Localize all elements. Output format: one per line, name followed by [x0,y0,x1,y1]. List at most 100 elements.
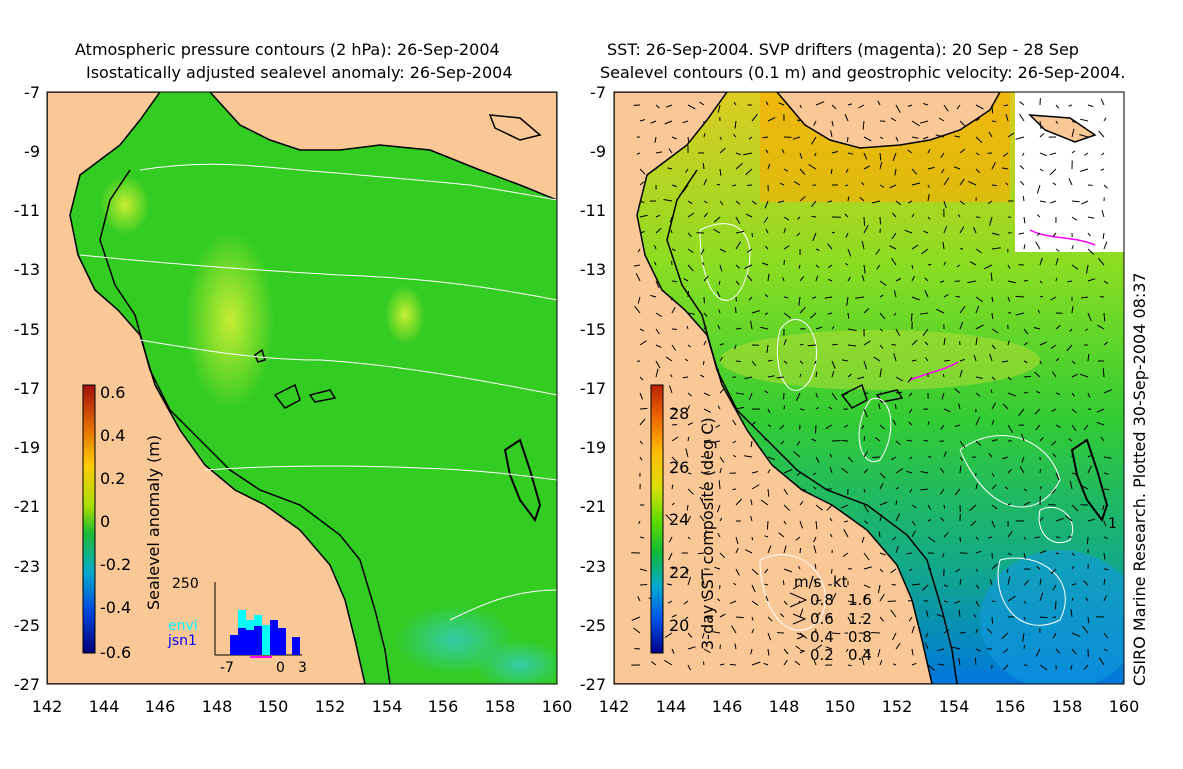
velocity-arrow [975,628,978,634]
velocity-arrow [764,535,769,538]
velocity-arrow [879,616,885,622]
velocity-arrow [663,199,673,202]
velocity-arrow [907,200,913,204]
velocity-arrow [815,612,821,618]
velocity-arrow [831,568,833,574]
velocity-arrow [1101,152,1105,156]
velocity-arrow [1039,516,1044,522]
velocity-arrow [878,403,881,410]
velocity-arrow [732,454,737,458]
velocity-arrow [943,584,949,588]
velocity-arrow [828,278,833,282]
velocity-arrow [760,499,769,506]
velocity-arrow [717,532,721,538]
velocity-arrow [735,280,740,286]
velocity-legend-kt: 1.2 [848,610,872,628]
velocity-arrow [1035,648,1041,657]
velocity-arrow [975,136,983,144]
right-x-tick: 160 [1109,697,1140,716]
velocity-arrow [799,408,805,411]
velocity-arrow [991,402,997,410]
velocity-arrow [671,614,677,618]
velocity-arrow [799,343,804,346]
velocity-arrow [799,360,804,365]
velocity-arrow [911,648,914,656]
velocity-arrow [732,488,737,490]
velocity-arrow [1071,245,1074,250]
velocity-arrow [863,308,870,314]
velocity-arrow [1007,576,1011,586]
velocity-arrow [812,296,817,299]
velocity-arrow [1036,184,1041,194]
velocity-arrow [975,483,978,490]
left-cbar-tick: -0.2 [100,555,131,574]
velocity-arrow [847,276,851,282]
velocity-arrow [1071,373,1078,378]
velocity-arrow [921,248,929,255]
velocity-arrow [863,594,867,602]
velocity-arrow [733,101,737,106]
velocity-arrow [1019,113,1025,122]
velocity-arrow [767,116,776,122]
velocity-arrow [1005,182,1009,186]
velocity-arrow [760,326,769,330]
velocity-arrow [847,616,853,625]
velocity-arrow [829,453,833,458]
velocity-arrow [911,182,921,186]
velocity-arrow [959,632,966,634]
velocity-arrow [764,438,769,442]
velocity-arrow [1097,257,1105,266]
velocity-arrow [1087,354,1090,362]
velocity-arrow [815,264,820,269]
velocity-arrow [762,262,769,266]
velocity-arrow [911,312,913,322]
inset-y-top-label: 250 [172,576,199,592]
velocity-arrow [957,214,961,218]
velocity-arrow [719,343,724,346]
velocity-arrow [879,344,884,349]
velocity-arrow [777,200,785,203]
velocity-arrow [1049,152,1057,156]
velocity-arrow [1051,371,1057,378]
inset-x-label: 3 [298,660,307,676]
velocity-arrow [1015,136,1025,140]
right-colorbar-label: 3-day SST composite (deg C) [698,417,717,650]
velocity-arrow [911,275,915,282]
velocity-arrow [831,120,834,127]
velocity-arrow [687,536,691,540]
velocity-arrow [799,500,804,506]
velocity-arrow [1034,371,1041,378]
velocity-arrow [665,356,673,362]
velocity-arrow [831,231,836,234]
velocity-arrow [1001,632,1009,640]
left-y-tick: -25 [14,616,40,635]
velocity-arrow [751,661,761,666]
velocity-arrow [1096,421,1105,426]
velocity-arrow [879,136,884,140]
left-x-tick: 156 [428,697,459,716]
velocity-arrow [1070,664,1073,670]
velocity-arrow [1084,439,1089,442]
velocity-arrow [716,504,721,513]
velocity-arrow [1103,280,1109,285]
velocity-arrow [735,327,742,330]
velocity-arrow [877,584,881,594]
velocity-arrow [879,514,883,522]
left-x-tick: 154 [372,697,403,716]
velocity-arrow [847,152,854,155]
velocity-arrow [744,376,753,380]
velocity-arrow [924,290,929,298]
velocity-arrow [959,369,963,378]
velocity-arrow [796,232,801,237]
velocity-arrow [1103,341,1108,346]
velocity-arrow [783,216,790,221]
velocity-arrow [1007,530,1013,538]
velocity-arrow [683,600,689,605]
velocity-arrow [767,359,773,362]
velocity-arrow [783,405,786,410]
velocity-arrow [686,325,689,330]
velocity-arrow [863,520,869,524]
velocity-arrow [703,598,712,602]
velocity-arrow [735,241,742,250]
